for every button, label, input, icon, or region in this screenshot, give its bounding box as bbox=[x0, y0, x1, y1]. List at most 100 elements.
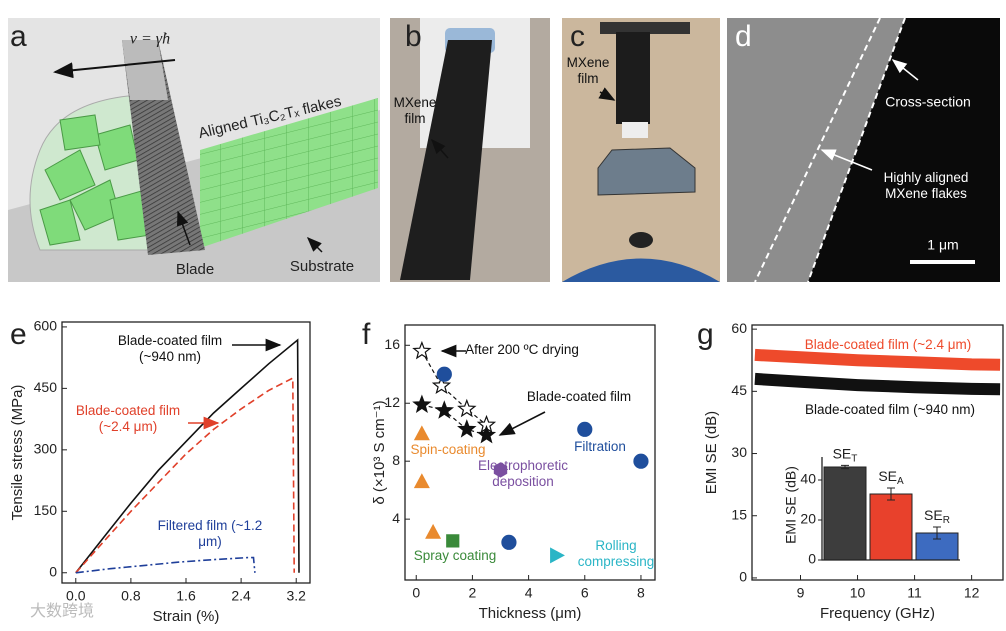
panel-label: e bbox=[10, 318, 27, 351]
film bbox=[400, 40, 492, 280]
film-label: MXene film bbox=[566, 55, 610, 87]
y-tick-label: 30 bbox=[731, 444, 747, 460]
y-tick-label: 150 bbox=[34, 502, 58, 518]
line bbox=[75, 556, 256, 574]
category-main: SE bbox=[878, 468, 897, 484]
x-tick-label: 1.6 bbox=[176, 588, 196, 604]
panel-label: f bbox=[362, 318, 371, 351]
series-label: Filtration bbox=[574, 439, 626, 454]
x-tick-label: 2 bbox=[469, 585, 477, 601]
x-tick-label: 4 bbox=[525, 585, 533, 601]
series-label: Spray coating bbox=[413, 548, 497, 563]
error-bar bbox=[841, 464, 849, 470]
x-tick-label: 3.2 bbox=[286, 588, 306, 604]
y-tick-label: 20 bbox=[800, 511, 816, 527]
error-bar bbox=[933, 526, 941, 540]
line bbox=[421, 350, 487, 426]
point bbox=[413, 473, 430, 489]
point bbox=[425, 523, 442, 539]
arrow bbox=[306, 236, 323, 253]
rod bbox=[600, 22, 690, 34]
category-sub: A bbox=[897, 476, 904, 487]
x-axis-label: Frequency (GHz) bbox=[820, 605, 935, 622]
plot-frame bbox=[751, 324, 1004, 581]
panel-a: v = γ̇h Aligned Ti₃C₂Tₓ flakes Blade Sub… bbox=[8, 18, 380, 282]
arrow bbox=[820, 149, 873, 171]
series-label: Blade-coated film (~940 nm) bbox=[117, 333, 223, 365]
edge-line bbox=[807, 17, 906, 283]
plot-frame bbox=[404, 324, 656, 581]
point bbox=[436, 366, 452, 382]
line bbox=[754, 348, 1001, 371]
arrow bbox=[598, 87, 616, 101]
x-tick-label: 12 bbox=[964, 585, 980, 601]
point bbox=[550, 547, 565, 564]
series-label: Blade-coated film (~2.4 μm) bbox=[75, 403, 181, 435]
y-tick-label: 40 bbox=[800, 471, 816, 487]
point bbox=[431, 375, 452, 395]
y-tick-label: 60 bbox=[731, 320, 747, 336]
panel-label: a bbox=[10, 20, 27, 53]
category-main: SE bbox=[833, 445, 852, 461]
point bbox=[633, 453, 649, 469]
series-label: Filtered film (~1.2 μm) bbox=[157, 518, 263, 550]
sem-section bbox=[727, 18, 905, 282]
y-tick-label: 0 bbox=[49, 563, 57, 579]
y-tick-label: 8 bbox=[392, 452, 400, 468]
arrow bbox=[498, 411, 546, 436]
watermark: 大数跨境 bbox=[30, 601, 94, 620]
category-label: SER bbox=[924, 507, 950, 526]
weight bbox=[629, 232, 653, 248]
flakes-label: Highly aligned MXene flakes bbox=[883, 170, 969, 202]
panel-b bbox=[390, 18, 550, 282]
y-axis-label: Tensile stress (MPa) bbox=[9, 385, 26, 521]
arrow bbox=[53, 59, 176, 79]
series-label: Blade-coated film (~940 nm) bbox=[805, 402, 975, 417]
y-tick-label: 12 bbox=[384, 394, 400, 410]
series-label: After 200 ºC drying bbox=[465, 342, 579, 357]
velocity-label: v = γ̇h bbox=[130, 31, 170, 48]
panel-d: Cross-section 1 μm bbox=[727, 17, 1000, 283]
category-main: SE bbox=[924, 507, 943, 523]
blade-label: Blade bbox=[176, 261, 214, 278]
cross-section-label: Cross-section bbox=[885, 94, 971, 110]
panel-label: b bbox=[405, 20, 422, 53]
line bbox=[421, 404, 487, 436]
x-tick-label: 2.4 bbox=[231, 588, 251, 604]
y-tick-label: 0 bbox=[808, 551, 816, 567]
y-tick-label: 16 bbox=[384, 336, 400, 352]
point bbox=[412, 394, 432, 413]
tape bbox=[622, 122, 648, 138]
aligned-flakes bbox=[200, 98, 378, 248]
x-axis-label: Strain (%) bbox=[153, 608, 220, 625]
car bbox=[597, 147, 696, 196]
point bbox=[457, 398, 477, 418]
x-tick-label: 11 bbox=[907, 585, 922, 601]
x-tick-label: 6 bbox=[581, 585, 589, 601]
y-tick-label: 0 bbox=[739, 569, 747, 585]
substrate-label: Substrate bbox=[290, 258, 354, 275]
x-tick-label: 0.0 bbox=[66, 588, 86, 604]
panel-label: g bbox=[697, 318, 714, 351]
point bbox=[413, 425, 430, 441]
point bbox=[412, 340, 432, 360]
category-sub: T bbox=[851, 453, 857, 464]
point bbox=[577, 421, 593, 437]
arrow bbox=[176, 210, 191, 246]
arrow bbox=[431, 138, 449, 159]
point bbox=[446, 534, 460, 548]
point bbox=[501, 534, 517, 550]
category-label: SEA bbox=[878, 468, 904, 487]
series-label: Blade-coated film bbox=[526, 389, 632, 404]
series-label: Blade-coated film (~2.4 μm) bbox=[804, 337, 972, 352]
panel-label: d bbox=[735, 20, 752, 53]
bar bbox=[823, 466, 867, 561]
x-tick-label: 10 bbox=[850, 585, 866, 601]
category-label: SET bbox=[833, 445, 858, 464]
series-label: Spin-coating bbox=[410, 442, 486, 457]
x-tick-label: 8 bbox=[637, 585, 645, 601]
y-tick-label: 4 bbox=[392, 510, 400, 526]
blade-top bbox=[122, 40, 168, 100]
x-tick-label: 0.8 bbox=[121, 588, 141, 604]
